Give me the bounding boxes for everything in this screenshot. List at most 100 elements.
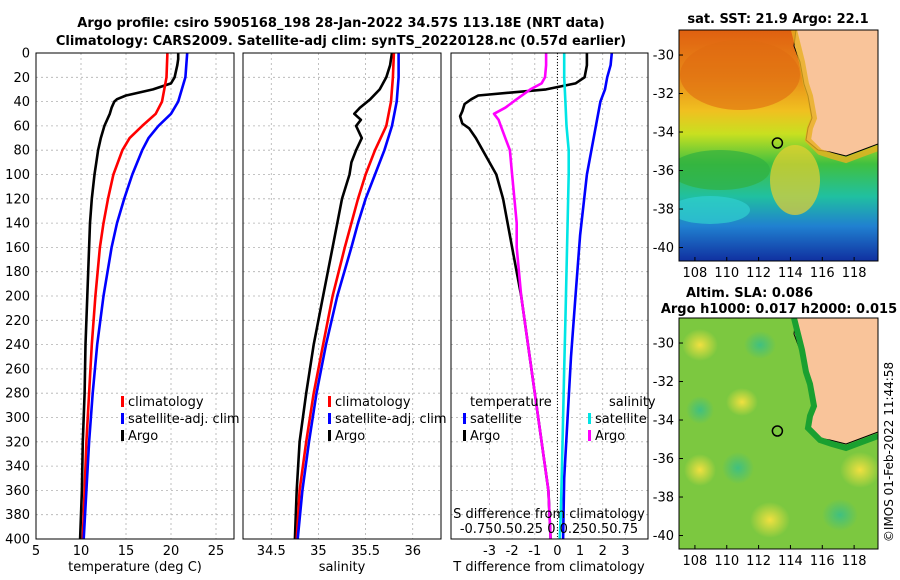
- x-tick-label: 2: [599, 544, 607, 559]
- y-tick-label: 0: [22, 47, 30, 62]
- y-tick-label: 120: [5, 192, 30, 207]
- legend-label-satellite: satellite-adj. clim: [128, 412, 240, 427]
- map-lon-label: 112: [746, 266, 771, 281]
- sla-high-5: [840, 452, 878, 488]
- map-lon-label: 116: [810, 554, 835, 569]
- temperature-lines: [78, 52, 189, 540]
- x-tick-label: 5: [32, 544, 40, 559]
- temperature-axes-frame: [35, 52, 235, 540]
- y-tick-label: 180: [5, 265, 30, 280]
- legend-label-argo: Argo: [335, 429, 365, 444]
- legend-swatch-temp-satellite: [463, 413, 466, 424]
- series-line-salinity-satellite: [558, 53, 571, 540]
- map-lon-label: 112: [746, 554, 771, 569]
- sla-map-ticks: 108 110 112 114 116 118 -30 -32 -34 -36 -38 -40: [653, 337, 867, 569]
- sla-map-title-1: Altim. SLA: 0.086: [686, 286, 813, 301]
- argo-float-marker-sla: [771, 425, 784, 437]
- difference-grid: [451, 52, 648, 540]
- difference-tick-labels: -3 -2 -1 0 1 2 3: [483, 544, 629, 559]
- map-lat-label: -38: [653, 203, 674, 218]
- sst-map-title: sat. SST: 21.9 Argo: 22.1: [687, 12, 868, 27]
- salinity-panel: 34.5 35 35.5 36 salinity climatology satell…: [242, 52, 447, 575]
- map-lat-label: -40: [653, 241, 674, 256]
- x-tick-label: 10: [73, 544, 90, 559]
- shelf-band-sla: [791, 318, 878, 452]
- temperature-xlabel: temperature (deg C): [68, 560, 202, 575]
- salinity-xlabel: salinity: [319, 560, 366, 575]
- legend-label-climatology: climatology: [335, 395, 411, 410]
- y-tick-label: 60: [13, 119, 30, 134]
- x-tick-label: 25: [208, 544, 225, 559]
- salinity-legend: climatology satellite-adj. clim Argo: [328, 395, 447, 444]
- x-tick-label: 35.5: [351, 544, 380, 559]
- title-line-2: Climatology: CARS2009. Satellite-adj cli…: [56, 34, 626, 49]
- sla-low-1: [744, 331, 776, 359]
- legend-swatch-temp-argo: [463, 430, 466, 441]
- y-tick-label: 100: [5, 168, 30, 183]
- legend-label-sal-satellite: satellite: [595, 412, 647, 427]
- temperature-tick-labels: 5 10 15 20 25: [32, 544, 224, 559]
- x-tick-label: 35: [310, 544, 327, 559]
- legend-label-satellite: satellite-adj. clim: [335, 412, 447, 427]
- series-line-salinity-argo: [492, 53, 552, 540]
- y-tick-label: 140: [5, 217, 30, 232]
- x-tick-label: 34.5: [257, 544, 286, 559]
- map-lon-label: 108: [683, 266, 708, 281]
- sst-warm-patch: [680, 40, 800, 110]
- map-lat-label: -36: [653, 164, 674, 179]
- y-tick-label: 200: [5, 290, 30, 305]
- sla-high-1: [682, 329, 718, 361]
- legend-swatch-climatology: [121, 396, 124, 407]
- s-difference-ticks: -0.750.50.25 0 0.250.50.75: [460, 522, 638, 537]
- y-tick-label: 40: [13, 95, 30, 110]
- series-line-satellite-adj-clim: [82, 52, 189, 540]
- map-lat-label: -38: [653, 491, 674, 506]
- map-lon-label: 114: [778, 554, 803, 569]
- x-tick-label: 15: [118, 544, 135, 559]
- difference-legend: temperature satellite Argo salinity sate…: [463, 395, 656, 444]
- legend-title-temperature: temperature: [470, 395, 552, 410]
- map-lon-label: 116: [810, 266, 835, 281]
- x-tick-label: 36: [404, 544, 421, 559]
- y-tick-label: 380: [5, 508, 30, 523]
- x-tick-label: -1: [528, 544, 541, 559]
- map-lat-label: -34: [653, 414, 674, 429]
- sst-yellow-patch: [770, 145, 820, 215]
- y-tick-label: 320: [5, 435, 30, 450]
- y-tick-label: 260: [5, 362, 30, 377]
- series-line-satellite-adj-clim: [296, 53, 400, 540]
- depth-tick-labels: 0 20 40 60 80 100 120 140 160 180 200 220 240 260 280 3…: [5, 47, 30, 548]
- legend-swatch-argo: [121, 430, 124, 441]
- title-line-1: Argo profile: csiro 5905168_198 28-Jan-2…: [77, 16, 604, 31]
- salinity-grid: [243, 52, 441, 540]
- legend-label-sal-argo: Argo: [595, 429, 625, 444]
- sla-map-panel: Altim. SLA: 0.086 Argo h1000: 0.017 h200…: [653, 286, 897, 569]
- series-line-argo: [293, 52, 394, 540]
- x-tick-label: 1: [576, 544, 584, 559]
- map-lat-label: -30: [653, 49, 674, 64]
- map-lon-label: 118: [842, 266, 867, 281]
- temperature-panel: 0 20 40 60 80 100 120 140 160 180 200 220 240 260 280 3…: [5, 47, 239, 576]
- series-line-temperature-satellite: [561, 52, 614, 540]
- argo-float-marker: [771, 137, 784, 149]
- legend-label-temp-satellite: satellite: [470, 412, 522, 427]
- sst-map-panel: sat. SST: 21.9 Argo: 22.1 108 110 112 114 11…: [653, 12, 879, 281]
- sla-high-2: [726, 388, 758, 416]
- y-tick-label: 240: [5, 338, 30, 353]
- sst-map-ticks: 108 110 112 114 116 118 -30 -32 -34 -36 -38 -40: [653, 49, 867, 281]
- y-tick-label: 400: [5, 533, 30, 548]
- legend-label-climatology: climatology: [128, 395, 204, 410]
- map-lat-label: -40: [653, 529, 674, 544]
- difference-lines: [458, 52, 614, 540]
- legend-swatch-argo: [328, 430, 331, 441]
- temperature-legend: climatology satellite-adj. clim Argo: [121, 395, 240, 444]
- y-tick-label: 280: [5, 387, 30, 402]
- salinity-tick-labels: 34.5 35 35.5 36: [257, 544, 421, 559]
- sla-map-frame: [678, 317, 879, 550]
- map-lon-label: 110: [714, 554, 739, 569]
- sla-map-title-2: Argo h1000: 0.017 h2000: 0.015: [661, 302, 897, 317]
- x-tick-label: 20: [163, 544, 180, 559]
- map-lon-label: 114: [778, 266, 803, 281]
